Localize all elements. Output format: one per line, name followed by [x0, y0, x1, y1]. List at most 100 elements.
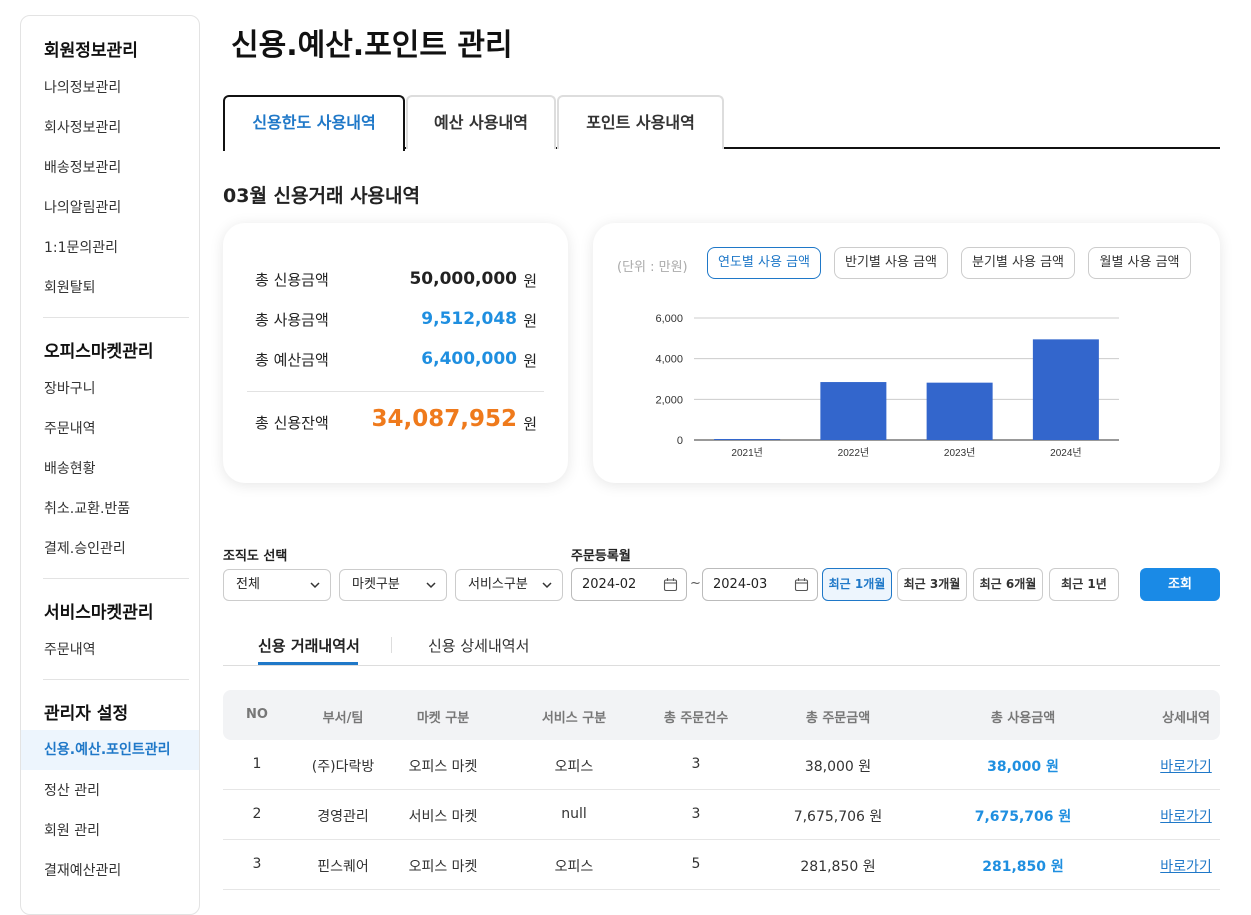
cell-market: 오피스 마켓 — [408, 759, 478, 775]
sidebar-item-approval-budget[interactable]: 결재예산관리 — [44, 863, 122, 879]
search-button[interactable]: 조회 — [1140, 568, 1220, 601]
sidebar-item-withdraw[interactable]: 회원탈퇴 — [44, 280, 96, 296]
service-select[interactable]: 서비스구분 — [455, 569, 563, 601]
half-year-usage-button[interactable]: 반기별 사용 금액 — [834, 247, 948, 279]
calendar-icon[interactable] — [794, 577, 809, 592]
period-1-month-button[interactable]: 최근 1개월 — [822, 568, 892, 601]
cell-used-amount: 7,675,706 원 — [974, 809, 1072, 825]
subtab-separator — [391, 637, 392, 653]
period-1-year-button[interactable]: 최근 1년 — [1049, 568, 1119, 601]
sidebar-item-returns[interactable]: 취소.교환.반품 — [44, 501, 131, 517]
sidebar: 회원정보관리 나의정보관리 회사정보관리 배송정보관리 나의알림관리 1:1문의… — [20, 15, 200, 915]
cell-market: 서비스 마켓 — [408, 809, 478, 825]
monthly-usage-button[interactable]: 월별 사용 금액 — [1088, 247, 1191, 279]
market-select-value: 마켓구분 — [352, 577, 400, 592]
tab-credit-transaction-statement[interactable]: 신용 거래내역서 — [258, 637, 360, 655]
summary-label: 총 사용금액 — [255, 311, 329, 329]
column-header: 마켓 구분 — [416, 711, 470, 726]
cell-no: 2 — [252, 806, 262, 822]
summary-value: 9,512,048 — [421, 309, 517, 329]
sidebar-divider — [43, 578, 189, 579]
summary-divider — [247, 391, 544, 392]
cell-order-count: 3 — [691, 756, 701, 772]
cell-used-amount: 281,850 원 — [982, 859, 1064, 875]
summary-label: 총 신용잔액 — [255, 414, 329, 432]
org-select[interactable]: 전체 — [223, 569, 331, 601]
summary-unit: 원 — [523, 352, 537, 370]
bar — [714, 439, 781, 440]
sidebar-item-shipping-info[interactable]: 배송정보관리 — [44, 160, 122, 176]
sidebar-item-notifications[interactable]: 나의알림관리 — [44, 200, 122, 216]
chart-card: (단위 : 만원) 연도별 사용 금액 반기별 사용 금액 분기별 사용 금액 … — [593, 223, 1220, 483]
cell-no: 1 — [252, 756, 262, 772]
order-month-label: 주문등록월 — [571, 549, 631, 564]
column-header: 총 주문금액 — [805, 711, 871, 726]
calendar-icon[interactable] — [663, 577, 678, 592]
cell-order-amount: 38,000 원 — [804, 759, 872, 775]
section-title: 03월 신용거래 사용내역 — [223, 185, 420, 207]
sidebar-section-title: 회원정보관리 — [44, 41, 138, 61]
sidebar-item-inquiry[interactable]: 1:1문의관리 — [44, 240, 119, 256]
cell-service: null — [561, 806, 587, 822]
date-to-value: 2024-03 — [713, 577, 768, 592]
date-to-input[interactable]: 2024-03 — [702, 568, 818, 601]
tab-point-usage[interactable]: 포인트 사용내역 — [557, 95, 724, 149]
sidebar-item-cart[interactable]: 장바구니 — [44, 381, 96, 397]
yearly-usage-button[interactable]: 연도별 사용 금액 — [707, 247, 821, 279]
bar — [926, 382, 993, 440]
sidebar-item-my-info[interactable]: 나의정보관리 — [44, 80, 122, 96]
cell-order-count: 5 — [691, 856, 701, 872]
tab-credit-detail-statement[interactable]: 신용 상세내역서 — [428, 637, 530, 655]
sidebar-divider — [43, 317, 189, 318]
summary-row: 총 신용금액 50,000,000 원 — [255, 269, 537, 293]
main-tabs: 신용한도 사용내역 예산 사용내역 포인트 사용내역 — [223, 95, 1220, 151]
summary-card: 총 신용금액 50,000,000 원 총 사용금액 9,512,048 원 총… — [223, 223, 568, 483]
sidebar-item-member-management[interactable]: 회원 관리 — [44, 823, 100, 839]
sidebar-item-credit-budget-point[interactable]: 신용.예산.포인트관리 — [21, 730, 199, 770]
sidebar-item-service-orders[interactable]: 주문내역 — [44, 642, 96, 658]
sidebar-item-settlement[interactable]: 정산 관리 — [44, 783, 100, 799]
quarterly-usage-button[interactable]: 분기별 사용 금액 — [961, 247, 1075, 279]
cell-order-count: 3 — [691, 806, 701, 822]
market-select[interactable]: 마켓구분 — [339, 569, 447, 601]
sidebar-section-title: 오피스마켓관리 — [44, 342, 154, 362]
chart-unit-label: (단위 : 만원) — [617, 260, 688, 275]
detail-link[interactable]: 바로가기 — [1160, 809, 1212, 825]
table-row: 3 핀스퀘어 오피스 마켓 오피스 5 281,850 원 281,850 원 … — [223, 840, 1220, 890]
detail-link[interactable]: 바로가기 — [1160, 759, 1212, 775]
sidebar-item-orders[interactable]: 주문내역 — [44, 421, 96, 437]
tab-credit-usage[interactable]: 신용한도 사용내역 — [223, 95, 405, 151]
sidebar-item-delivery[interactable]: 배송현황 — [44, 461, 96, 477]
period-6-months-button[interactable]: 최근 6개월 — [973, 568, 1043, 601]
org-select-label: 조직도 선택 — [223, 549, 288, 564]
summary-row: 총 사용금액 9,512,048 원 — [255, 309, 537, 333]
cell-department: (주)다락방 — [311, 759, 375, 775]
cell-department: 경영관리 — [317, 809, 369, 825]
summary-value: 50,000,000 — [409, 269, 517, 289]
date-from-value: 2024-02 — [582, 577, 637, 592]
tab-budget-usage[interactable]: 예산 사용내역 — [406, 95, 556, 149]
sidebar-section-title: 서비스마켓관리 — [44, 603, 154, 623]
x-tick-label: 2023년 — [944, 447, 975, 459]
cell-order-amount: 281,850 원 — [800, 859, 876, 875]
summary-unit: 원 — [523, 312, 537, 330]
table-header: NO 부서/팀 마켓 구분 서비스 구분 총 주문건수 총 주문금액 총 사용금… — [223, 690, 1220, 740]
org-select-value: 전체 — [236, 577, 260, 592]
detail-link[interactable]: 바로가기 — [1160, 859, 1212, 875]
cell-department: 핀스퀘어 — [317, 859, 369, 875]
x-tick-label: 2024년 — [1050, 447, 1081, 459]
chevron-down-icon — [542, 582, 552, 589]
cell-market: 오피스 마켓 — [408, 859, 478, 875]
column-header: 부서/팀 — [322, 711, 364, 726]
sidebar-section-title: 관리자 설정 — [44, 704, 129, 724]
chevron-down-icon — [426, 582, 436, 589]
date-from-input[interactable]: 2024-02 — [571, 568, 687, 601]
summary-label: 총 예산금액 — [255, 351, 329, 369]
page-title: 신용.예산.포인트 관리 — [231, 28, 513, 63]
chevron-down-icon — [310, 582, 320, 589]
period-3-months-button[interactable]: 최근 3개월 — [897, 568, 967, 601]
sidebar-item-company-info[interactable]: 회사정보관리 — [44, 120, 122, 136]
active-subtab-indicator — [258, 662, 358, 665]
cell-service: 오피스 — [554, 859, 594, 875]
sidebar-item-payment-approval[interactable]: 결제.승인관리 — [44, 541, 126, 557]
